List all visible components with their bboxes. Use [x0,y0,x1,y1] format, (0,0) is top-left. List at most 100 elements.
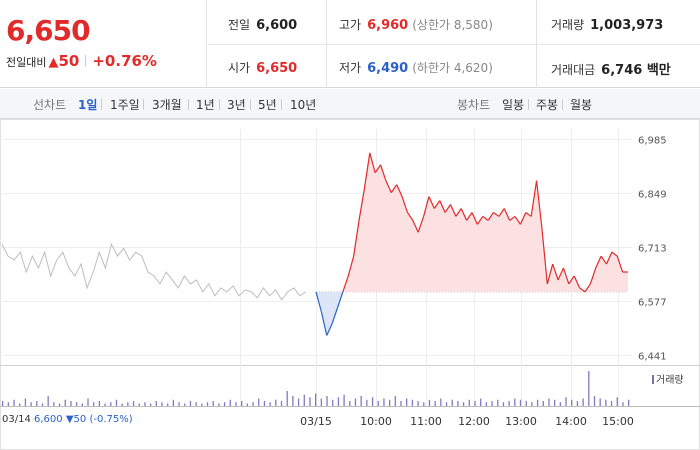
tab-3-years[interactable]: 3년 [227,98,246,112]
tab-monthly-candle[interactable]: 월봉 [570,98,593,112]
volume-bar [394,396,396,406]
volume-bar [161,402,163,406]
price-line-segment [315,291,322,312]
volume-bar [599,398,601,406]
price-line-segment [562,267,570,285]
line-chart-label: 선차트 [33,98,67,112]
tab-daily-candle[interactable]: 일봉 [502,98,525,112]
price-line-segment [573,275,581,289]
volume-bar [19,403,21,406]
volume-bar [332,399,334,406]
volume-bar [514,398,516,406]
price-line-segment [568,275,575,285]
price-line-segment [326,323,333,336]
volume-bar [565,397,567,406]
volume-bar [104,403,106,406]
volume-bar [201,403,203,406]
tab-1-day[interactable]: 1일 [78,98,98,112]
volume-bar [138,403,140,406]
volume-bar [536,399,539,406]
volume-bar [149,403,152,406]
price-line-segment [584,283,591,293]
volume-bar [127,402,129,406]
volume-bar [582,398,584,406]
price-line-segment [385,180,392,193]
volume-bar [93,402,95,406]
volume-bar [406,398,408,406]
volume-bar [480,398,482,406]
x-tick-label: 14:00 [555,415,587,428]
volume-bar [189,401,192,406]
volume-bar [468,399,470,406]
volume-bar [497,399,499,406]
volume-bar [235,402,237,406]
stat-prev-close: 전일 6,600 [228,18,298,33]
tab-10-years[interactable]: 10년 [290,98,317,112]
quote-summary: 6,650 전일대비 ▲50 +0.76% 전일 6,600 시가 6,650 고가 6,… [0,0,700,88]
price-line-segment [579,287,586,293]
stat-low: 저가 6,490 (하한가 4,620) [339,61,493,76]
price-line-segment [460,208,468,221]
tab-1-year[interactable]: 1년 [196,98,215,112]
price-chart: 6,985 6,849 6,713 6,577 6,441 03/15 10:00 11:00… [0,119,700,450]
volume-bar [622,402,624,406]
volume-bar [132,401,135,406]
volume-bar [326,396,328,406]
price-line-segment [616,255,624,273]
x-tick-label: 13:00 [505,415,537,428]
price-line-segment [363,152,371,189]
volume-bar [411,399,414,406]
volume-bar [206,402,209,406]
volume-bar [13,399,15,406]
tab-1-week[interactable]: 1주일 [110,98,140,112]
tab-5-years[interactable]: 5년 [258,98,277,112]
down-area-fill [316,291,343,336]
volume-bar [388,399,391,406]
price-line-segment [535,180,543,229]
volume-bar [474,401,476,406]
tab-weekly-candle[interactable]: 주봉 [536,98,559,112]
stat-column-2: 고가 6,960 (상한가 8,580) 저가 6,490 (하한가 4,620) [326,0,526,88]
price-line-segment [509,215,516,221]
price-line-segment [336,291,344,308]
divider [281,99,282,110]
y-tick-label: 6,577 [638,298,667,309]
volume-bar [115,399,118,406]
volume-bar [53,402,55,406]
volume-bar [241,401,243,406]
volume-bar [229,399,231,406]
volume-bar [428,399,431,406]
volume-bar [354,398,357,406]
volume-bar [292,396,294,406]
stat-open: 시가 6,650 [228,61,298,76]
x-tick-label: 03/15 [300,415,332,428]
tab-3-months[interactable]: 3개월 [152,98,182,112]
divider [85,55,87,67]
price-line-segment [342,275,349,293]
volume-bar [110,402,112,406]
volume-bar [554,399,556,406]
price-line-segment [611,251,618,257]
volume-legend: 거래량 [652,371,684,386]
price-line-segment [595,255,602,269]
volume-bar [144,402,146,406]
divider [562,99,563,110]
price-line-segment [390,184,398,193]
volume-bar [7,402,9,406]
price-box: 6,650 전일대비 ▲50 +0.76% [0,0,207,88]
volume-bar [218,403,220,406]
volume-bar [212,401,214,406]
stat-column-3: 거래량 1,003,973 거래대금 6,746 백만 [536,0,700,88]
price-line-segment [369,152,376,173]
price-line-segment [358,188,366,221]
volume-bar [246,403,249,406]
volume-bar [24,398,27,406]
volume-bar [337,397,340,406]
candle-chart-label: 봉차트 [457,98,491,112]
prev-day-pct: (-0.75%) [89,414,133,425]
volume-bar [349,401,351,406]
volume-bar [542,401,544,406]
price-line-segment [530,180,538,217]
price-line-segment [428,196,435,209]
volume-bar [576,401,579,406]
